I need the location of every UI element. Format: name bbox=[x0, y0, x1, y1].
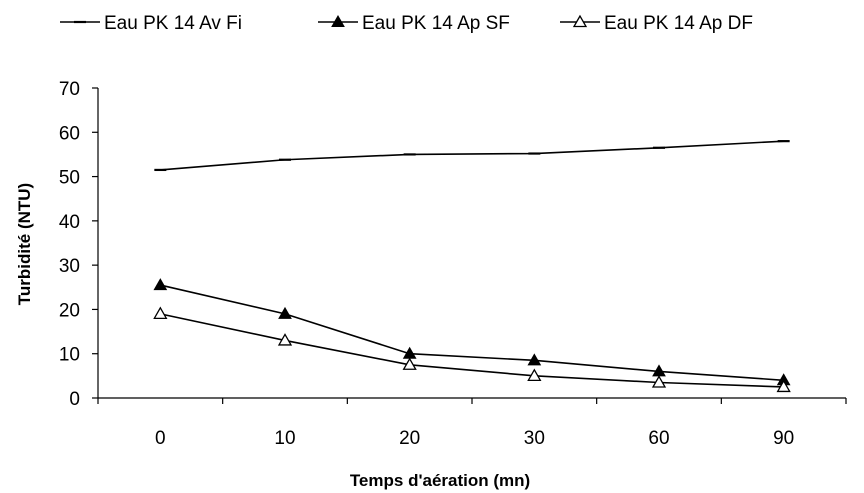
x-tick-label: 20 bbox=[399, 428, 420, 449]
y-tick-label: 20 bbox=[59, 300, 80, 321]
x-tick-label: 60 bbox=[648, 428, 669, 449]
data-point-marker bbox=[278, 306, 292, 319]
x-tick-label: 10 bbox=[274, 428, 295, 449]
x-tick-label: 0 bbox=[155, 428, 166, 449]
y-tick-label: 50 bbox=[59, 168, 80, 189]
data-point-marker bbox=[776, 379, 791, 393]
series-2 bbox=[153, 278, 791, 386]
legend-label: Eau PK 14 Av Fi bbox=[104, 13, 242, 34]
data-point-marker bbox=[527, 368, 542, 382]
y-tick-label: 70 bbox=[59, 79, 80, 100]
series-3 bbox=[153, 306, 791, 393]
legend-label: Eau PK 14 Ap SF bbox=[362, 13, 510, 34]
series-line bbox=[160, 284, 784, 382]
x-axis-title: Temps d'aération (mn) bbox=[350, 471, 530, 490]
y-tick-label: 0 bbox=[69, 389, 80, 410]
legend-item: Eau PK 14 Ap SF bbox=[318, 13, 510, 34]
data-point-marker bbox=[402, 357, 417, 370]
legend: Eau PK 14 Av Fi Eau PK 14 Ap SF Eau PK 14 … bbox=[60, 13, 753, 34]
y-tick-label: 40 bbox=[59, 212, 80, 233]
data-point-marker bbox=[331, 14, 345, 27]
y-tick-label: 30 bbox=[59, 256, 80, 277]
y-axis-title: Turbidité (NTU) bbox=[15, 183, 34, 305]
axes: 0 10 20 30 40 50 60 70 0 10 20 30 60 90 bbox=[59, 79, 847, 449]
data-point-marker bbox=[153, 306, 168, 320]
series-line bbox=[160, 140, 784, 171]
legend-item: Eau PK 14 Ap DF bbox=[560, 13, 753, 34]
data-point-marker bbox=[153, 278, 168, 291]
x-tick-label: 30 bbox=[524, 428, 545, 449]
data-point-marker bbox=[651, 375, 667, 388]
data-point-marker bbox=[277, 333, 293, 346]
series-1 bbox=[154, 140, 790, 172]
y-tick-label: 10 bbox=[59, 345, 80, 366]
legend-item: Eau PK 14 Av Fi bbox=[60, 13, 242, 34]
y-tick-label: 60 bbox=[59, 123, 80, 144]
x-tick-label: 90 bbox=[773, 428, 794, 449]
plot-area bbox=[153, 140, 791, 393]
legend-label: Eau PK 14 Ap DF bbox=[604, 13, 753, 34]
series-line bbox=[160, 313, 784, 388]
data-point-marker bbox=[572, 14, 588, 28]
data-point-marker bbox=[527, 353, 542, 366]
